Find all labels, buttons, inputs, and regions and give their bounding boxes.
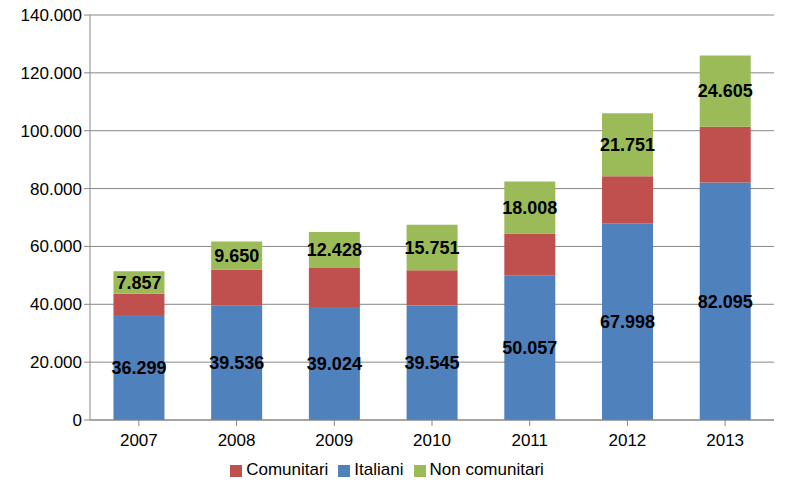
svg-text:82.095: 82.095 <box>698 292 753 312</box>
svg-text:140.000: 140.000 <box>21 6 82 25</box>
svg-text:12.428: 12.428 <box>307 240 362 260</box>
svg-text:20.000: 20.000 <box>30 353 82 372</box>
svg-text:36.299: 36.299 <box>111 358 166 378</box>
svg-text:100.000: 100.000 <box>21 122 82 141</box>
svg-text:67.998: 67.998 <box>600 312 655 332</box>
svg-text:80.000: 80.000 <box>30 180 82 199</box>
svg-text:7.857: 7.857 <box>116 273 161 293</box>
svg-text:18.008: 18.008 <box>502 198 557 218</box>
svg-text:2007: 2007 <box>120 431 158 450</box>
svg-text:21.751: 21.751 <box>600 135 655 155</box>
svg-text:24.605: 24.605 <box>698 81 753 101</box>
svg-text:9.650: 9.650 <box>214 246 259 266</box>
svg-text:0: 0 <box>73 411 82 430</box>
svg-text:40.000: 40.000 <box>30 295 82 314</box>
svg-text:60.000: 60.000 <box>30 237 82 256</box>
svg-text:2010: 2010 <box>413 431 451 450</box>
svg-text:2013: 2013 <box>706 431 744 450</box>
html-text:Comunitari: Comunitari <box>246 460 329 479</box>
svg-text:15.751: 15.751 <box>405 238 460 258</box>
html-text:Non comunitari: Non comunitari <box>429 460 544 479</box>
svg-text:2008: 2008 <box>218 431 256 450</box>
svg-text:2012: 2012 <box>609 431 647 450</box>
svg-text:39.536: 39.536 <box>209 353 264 373</box>
svg-text:120.000: 120.000 <box>21 64 82 83</box>
svg-text:39.545: 39.545 <box>405 353 460 373</box>
svg-text:2011: 2011 <box>511 431 548 450</box>
svg-text:2009: 2009 <box>315 431 353 450</box>
html-text:Italiani: Italiani <box>354 460 404 479</box>
svg-text:39.024: 39.024 <box>307 354 362 374</box>
svg-text:50.057: 50.057 <box>502 338 557 358</box>
